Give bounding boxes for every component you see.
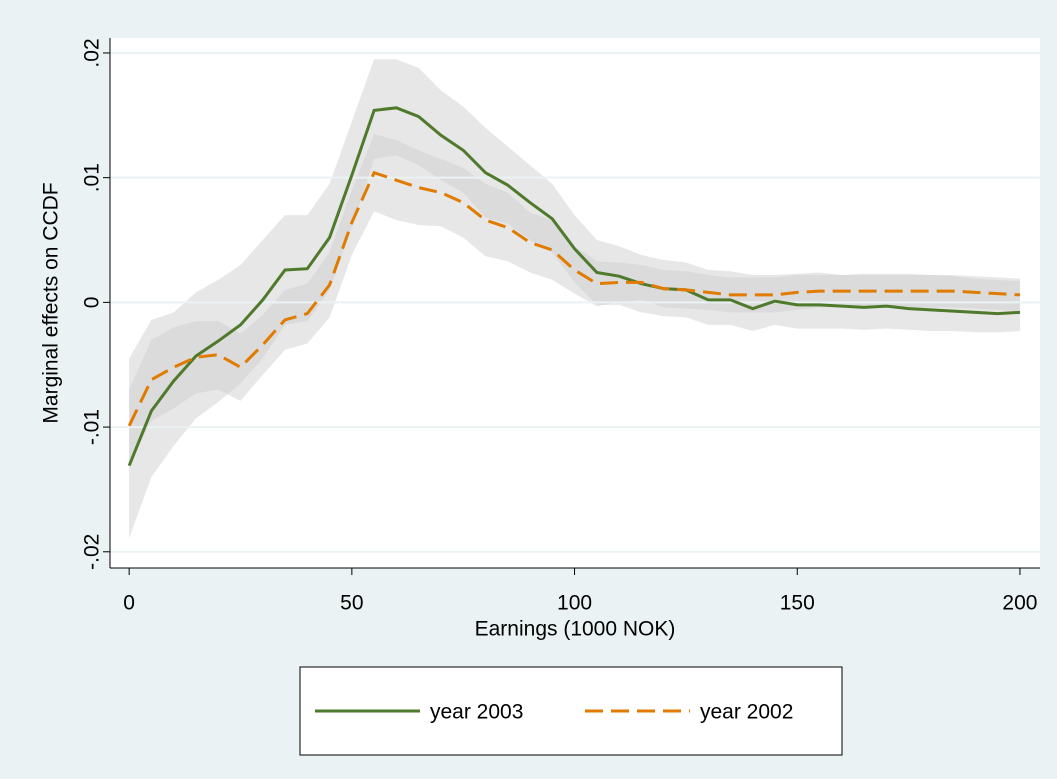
legend-label: year 2003 [430,701,523,724]
y-tick-label: -.02 [81,534,104,570]
x-tick-label: 0 [123,592,135,615]
confidence-band [129,134,1020,462]
y-tick-label: .01 [81,163,104,192]
legend-label: year 2002 [700,701,793,724]
x-tick-label: 150 [780,592,815,615]
y-tick-label: .02 [81,38,104,67]
x-tick-label: 200 [1002,592,1037,615]
series-line [127,170,1021,427]
y-axis-title: Marginal effects on CCDF [40,182,63,423]
series-line [127,106,1021,467]
y-tick-label: 0 [81,297,104,309]
x-tick-label: 100 [557,592,592,615]
x-axis-title: Earnings (1000 NOK) [475,618,676,641]
x-tick-label: 50 [340,592,363,615]
y-tick-label: -.01 [81,409,104,445]
